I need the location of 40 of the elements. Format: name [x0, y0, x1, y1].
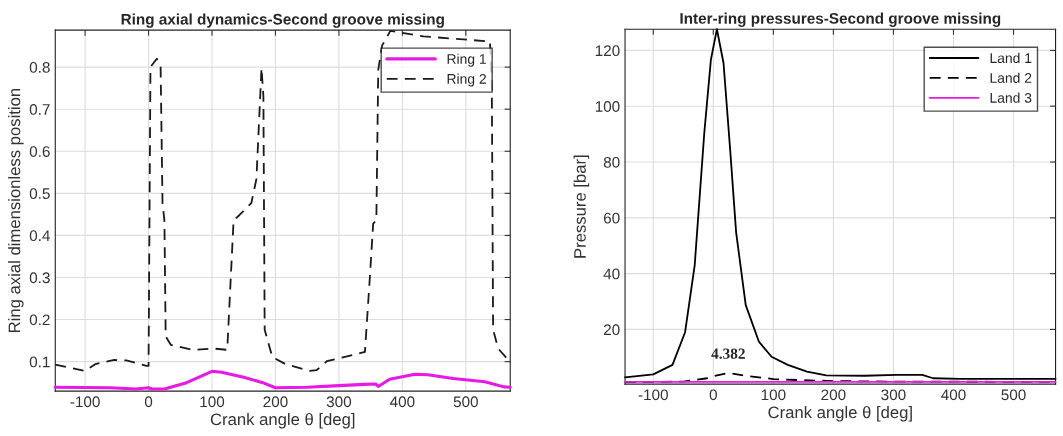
chart-title: Ring axial dynamics-Second groove missing	[121, 13, 444, 28]
y-tick-label: 0.6	[29, 146, 50, 157]
legend-label: Ring 1	[447, 53, 486, 67]
x-tick-label: 300	[881, 389, 906, 401]
x-tick-label: 200	[821, 389, 846, 401]
x-tick-label: 500	[453, 396, 478, 408]
x-tick-label: 300	[326, 396, 352, 408]
y-tick-label: 0.8	[29, 61, 50, 73]
x-tick-label: -100	[638, 389, 668, 401]
y-tick-label: 0.5	[29, 188, 50, 200]
y-tick-label: 0.7	[29, 104, 50, 115]
y-tick-label: 0.2	[29, 314, 50, 326]
x-tick-label: -100	[70, 396, 100, 408]
y-tick-label: 20	[603, 324, 620, 336]
y-tick-label: 40	[603, 268, 620, 280]
chart-title: Inter-ring pressures-Second groove missing	[680, 12, 1001, 27]
x-axis-title: Crank angle θ [deg]	[768, 406, 912, 422]
x-tick-label: 200	[263, 396, 288, 408]
y-axis-title: Pressure [bar]	[573, 155, 590, 258]
y-tick-label: 0.3	[29, 272, 50, 284]
x-tick-label: 100	[761, 389, 786, 401]
y-tick-label: 0.1	[29, 356, 50, 368]
y-tick-label: 80	[603, 156, 620, 168]
y-tick-label: 0.4	[29, 230, 50, 242]
annotation: 4.382	[711, 348, 745, 359]
x-tick-label: 0	[709, 389, 717, 401]
legend-label: Land 1	[990, 52, 1032, 64]
legend-label: Ring 2	[447, 73, 486, 87]
x-tick-label: 400	[941, 389, 966, 401]
y-tick-label: 60	[603, 212, 620, 224]
x-tick-label: 0	[144, 396, 153, 408]
x-tick-label: 500	[1001, 389, 1026, 401]
x-tick-label: 400	[389, 396, 415, 408]
y-tick-label: 100	[595, 101, 620, 112]
x-axis-title: Crank angle θ [deg]	[210, 412, 355, 429]
legend-label: Land 3	[990, 92, 1032, 103]
x-tick-label: 100	[200, 396, 225, 408]
y-axis-title: Ring axial dimensionless position	[8, 88, 24, 332]
legend-label: Land 2	[990, 72, 1032, 83]
y-tick-label: 120	[595, 45, 620, 57]
